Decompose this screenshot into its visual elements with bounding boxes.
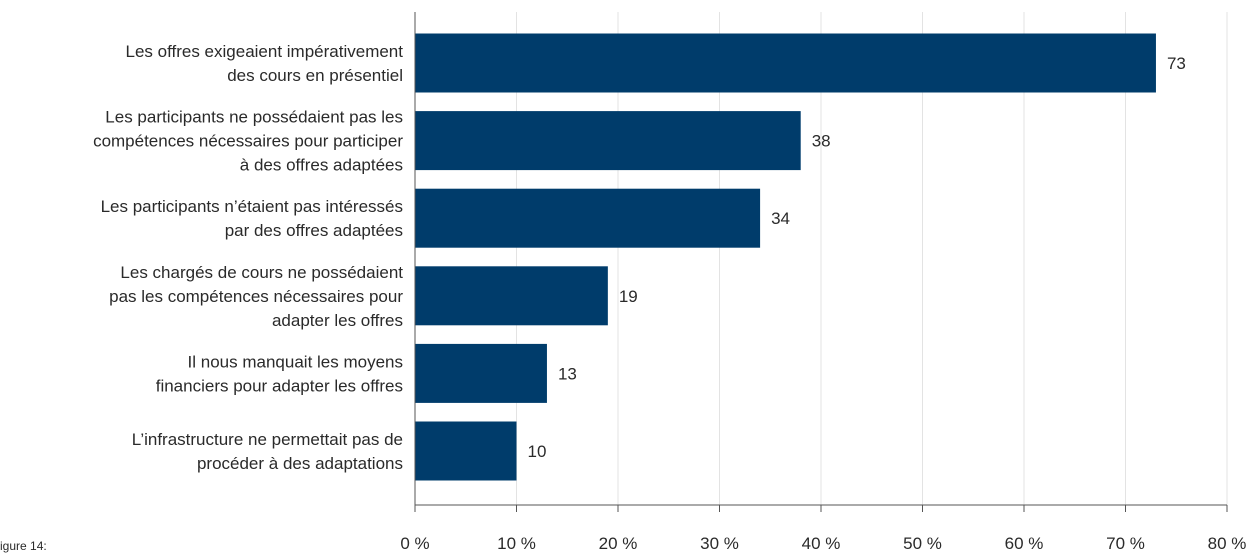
category-label-line: compétences nécessaires pour participer bbox=[93, 132, 403, 151]
figure-caption: igure 14: bbox=[0, 539, 47, 553]
category-label-line: Les participants n’étaient pas intéressé… bbox=[101, 197, 403, 216]
x-tick-label: 0 % bbox=[400, 534, 429, 553]
x-tick-labels: 0 % 10 % 20 % 30 % 40 % 50 % 60 % 70 % 80 % bbox=[400, 534, 1246, 553]
category-label-line: à des offres adaptées bbox=[240, 156, 403, 175]
x-tick-label: 80 % bbox=[1208, 534, 1247, 553]
category-label: Les participants n’étaient pas intéressé… bbox=[101, 197, 403, 240]
bar bbox=[415, 421, 517, 481]
bar bbox=[415, 266, 608, 326]
x-tick-label: 40 % bbox=[802, 534, 841, 553]
x-tick-label: 70 % bbox=[1106, 534, 1145, 553]
data-label: 34 bbox=[771, 209, 790, 228]
x-tick-label: 30 % bbox=[700, 534, 739, 553]
category-label: Les offres exigeaient impérativement des … bbox=[125, 42, 403, 85]
category-label: Les participants ne possédaient pas les c… bbox=[93, 108, 403, 175]
data-labels: 73 38 34 19 13 10 bbox=[528, 54, 1186, 461]
category-label-line: L’infrastructure ne permettait pas de bbox=[132, 430, 403, 449]
category-label-line: Les chargés de cours ne possédaient bbox=[120, 263, 403, 282]
category-label-line: Il nous manquait les moyens bbox=[188, 352, 403, 371]
category-label-line: par des offres adaptées bbox=[225, 221, 403, 240]
x-tick-label: 20 % bbox=[599, 534, 638, 553]
category-label-line: adapter les offres bbox=[272, 311, 403, 330]
category-label-line: des cours en présentiel bbox=[227, 66, 403, 85]
gridlines bbox=[516, 12, 1228, 505]
data-label: 19 bbox=[619, 287, 638, 306]
data-label: 38 bbox=[812, 132, 831, 151]
category-label-line: Les offres exigeaient impérativement bbox=[125, 42, 403, 61]
data-label: 10 bbox=[528, 442, 547, 461]
bars bbox=[415, 33, 1156, 481]
data-label: 73 bbox=[1167, 54, 1186, 73]
category-label-line: pas les compétences nécessaires pour bbox=[109, 287, 403, 306]
bar bbox=[415, 188, 761, 248]
category-label-line: procéder à des adaptations bbox=[197, 454, 403, 473]
x-tick-label: 50 % bbox=[903, 534, 942, 553]
x-tick-label: 60 % bbox=[1005, 534, 1044, 553]
x-tick-label: 10 % bbox=[497, 534, 536, 553]
category-labels: Les offres exigeaient impérativement des … bbox=[93, 42, 403, 473]
bar bbox=[415, 111, 801, 171]
category-label-line: Les participants ne possédaient pas les bbox=[105, 108, 403, 127]
category-label: L’infrastructure ne permettait pas de pro… bbox=[132, 430, 403, 473]
bar bbox=[415, 343, 547, 403]
category-label: Les chargés de cours ne possédaient pas l… bbox=[109, 263, 403, 330]
data-label: 13 bbox=[558, 364, 577, 383]
bar bbox=[415, 33, 1156, 93]
axes bbox=[414, 12, 1228, 512]
category-label-line: financiers pour adapter les offres bbox=[156, 376, 403, 395]
category-label: Il nous manquait les moyens financiers po… bbox=[156, 352, 403, 395]
